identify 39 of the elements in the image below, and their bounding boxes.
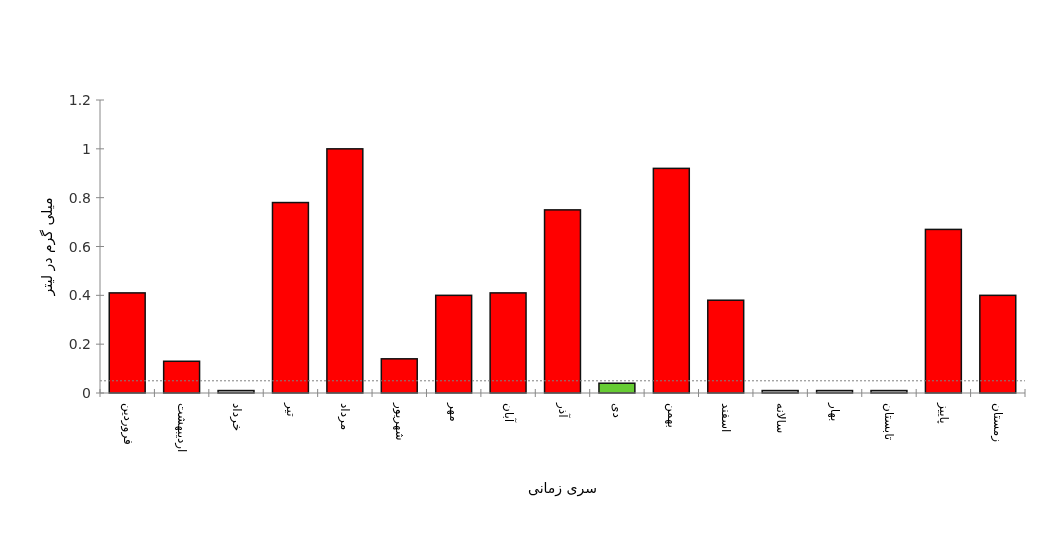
y-axis-title: میلی گرم در لیتر [39,197,56,297]
y-tick-label: 0 [82,385,91,401]
bar [924,228,963,394]
x-tick-label: خرداد [228,403,244,432]
bar [489,292,527,394]
x-tick-label: فروردین [119,403,135,445]
bar [271,201,310,394]
x-tick-label: آذر [555,402,571,419]
x-tick-label: شهریور [391,402,407,441]
y-tick-label: 1 [82,140,91,157]
x-axis-title: سری زمانی [528,480,597,497]
bar [434,294,473,394]
y-tick-label: 0.2 [68,336,91,353]
x-tick-label: زمستان [990,403,1006,443]
x-tick-label: مرداد [337,403,353,431]
x-tick-label: سالانه [773,403,788,434]
y-tick-label: 1.2 [68,92,91,108]
x-tick-label: اسفند [719,403,734,433]
x-tick-label: پاییز [935,402,951,424]
y-tick-label: 0.4 [68,287,92,304]
y-tick-label: 0.8 [68,189,91,206]
x-tick-label: تابستان [882,403,897,441]
x-tick-label: دی [610,403,625,418]
x-tick-label: آبان [501,403,517,423]
bar [707,299,745,394]
x-tick-label: بهمن [663,403,679,428]
bar [979,294,1017,394]
bar [326,148,364,394]
y-tick-label: 0.6 [68,238,92,255]
bar [108,292,146,394]
x-tick-label: بهار [827,402,843,422]
bar [598,382,636,394]
x-tick-label: اردیبهشت [174,403,190,453]
bar [162,360,201,394]
bar [652,167,691,394]
bar [543,209,582,394]
bar [380,358,418,394]
x-tick-label: مهر [446,402,462,422]
x-tick-label: تیر [282,402,298,417]
